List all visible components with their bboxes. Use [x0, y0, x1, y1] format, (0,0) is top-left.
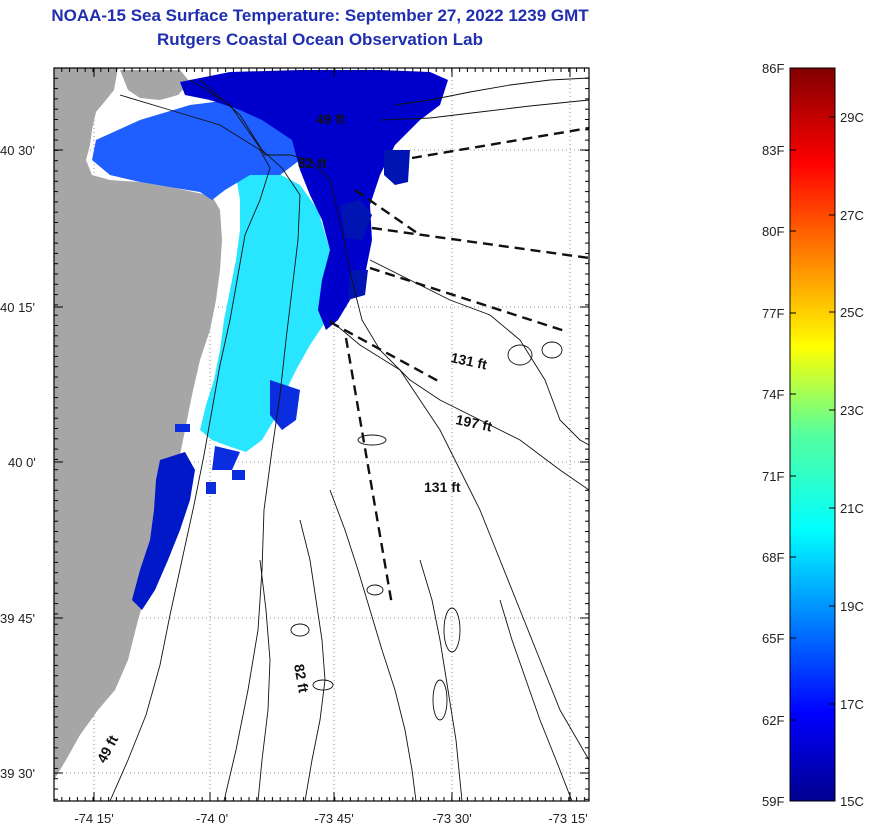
longitude-axis: -74 15' -74 0' -73 45' -73 30' -73 15': [74, 811, 587, 826]
colorbar-c-label: 25C: [840, 305, 864, 320]
sst-scatter-1: [175, 380, 300, 494]
colorbar-c-label: 17C: [840, 697, 864, 712]
lon-label: -74 15': [74, 811, 113, 826]
colorbar-f-label: 68F: [762, 550, 784, 565]
sst-scatter-2: [340, 150, 410, 300]
depth-label: 49 ft: [316, 111, 345, 127]
sst-plume-warm: [200, 168, 338, 452]
lat-label: 40 15': [0, 300, 35, 315]
colorbar: 86F 83F 80F 77F 74F 71F 68F 65F 62F 59F …: [762, 61, 864, 809]
colorbar-f-label: 77F: [762, 306, 784, 321]
lon-label: -73 15': [548, 811, 587, 826]
colorbar-c-label: 19C: [840, 599, 864, 614]
depth-label: 131 ft: [424, 479, 461, 495]
lat-label: 39 45': [0, 611, 35, 626]
colorbar-f-label: 71F: [762, 469, 784, 484]
colorbar-ticks: [790, 116, 835, 721]
depth-label: 82 ft: [298, 155, 327, 171]
axis-ticks: [53, 67, 589, 801]
colorbar-f-label: 65F: [762, 631, 784, 646]
colorbar-f-label: 86F: [762, 61, 784, 76]
lon-label: -74 0': [196, 811, 228, 826]
colorbar-f-label: 83F: [762, 143, 784, 158]
colorbar-f-label: 74F: [762, 387, 784, 402]
map-border: [53, 67, 590, 802]
bathymetry-contours: [109, 77, 589, 801]
lat-label: 40 30': [0, 143, 35, 158]
lon-label: -73 30': [432, 811, 471, 826]
colorbar-f-label: 59F: [762, 794, 784, 809]
colorbar-f-label: 80F: [762, 224, 784, 239]
colorbar-c-label: 23C: [840, 403, 864, 418]
map-subtitle: Rutgers Coastal Ocean Observation Lab: [157, 30, 483, 49]
depth-label: 197 ft: [454, 411, 493, 434]
shipping-lanes: [329, 126, 589, 606]
sst-band-mid: [92, 98, 310, 200]
latitude-axis: 40 30' 40 15' 40 0' 39 45' 39 30': [0, 143, 36, 781]
land-mass: [54, 68, 222, 780]
colorbar-c-label: 27C: [840, 208, 864, 223]
map-title: NOAA-15 Sea Surface Temperature: Septemb…: [51, 6, 589, 25]
colorbar-scale: [789, 67, 836, 802]
depth-label: 82 ft: [291, 663, 312, 694]
depth-label: 131 ft: [449, 349, 488, 372]
colorbar-c-label: 29C: [840, 110, 864, 125]
lon-label: -73 45': [314, 811, 353, 826]
sst-nearshore-cold: [132, 452, 195, 610]
colorbar-c-label: 15C: [840, 794, 864, 809]
colorbar-c-label: 21C: [840, 501, 864, 516]
land-bay: [120, 70, 190, 100]
lat-label: 39 30': [0, 766, 35, 781]
depth-labels: 49 ft 82 ft 131 ft 197 ft 131 ft 82 ft 4…: [94, 111, 494, 765]
colorbar-f-label: 62F: [762, 713, 784, 728]
sst-core-cold: [180, 70, 448, 330]
lat-label: 40 0': [8, 455, 36, 470]
